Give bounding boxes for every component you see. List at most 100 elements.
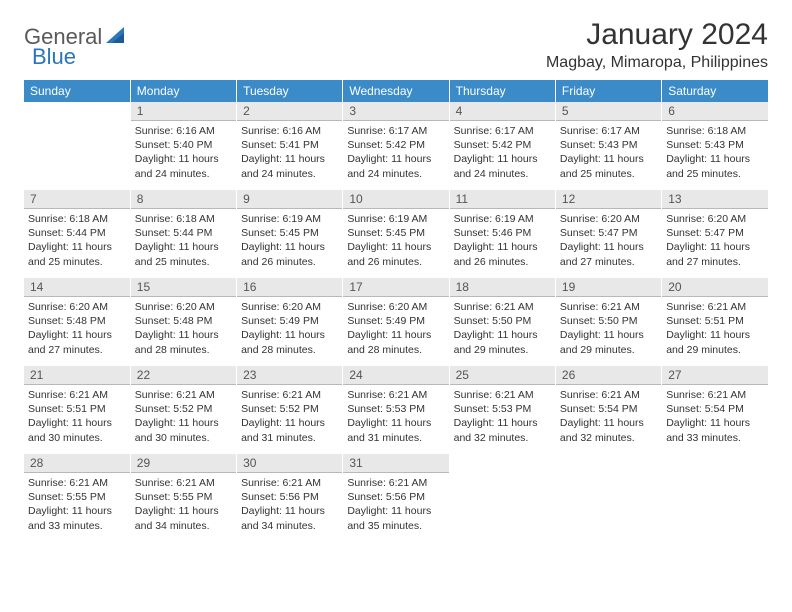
daylight-line: Daylight: 11 hours and 24 minutes. <box>135 153 219 179</box>
day-details: Sunrise: 6:17 AM Sunset: 5:43 PM Daylight:… <box>556 121 661 187</box>
sunset-line: Sunset: 5:52 PM <box>241 403 319 415</box>
sunset-line: Sunset: 5:42 PM <box>454 139 532 151</box>
weekday-header: Friday <box>555 80 661 102</box>
day-number: 28 <box>24 454 130 473</box>
sunrise-line: Sunrise: 6:21 AM <box>560 301 640 313</box>
daylight-line: Daylight: 11 hours and 31 minutes. <box>347 417 431 443</box>
sunrise-line: Sunrise: 6:21 AM <box>28 477 108 489</box>
sunset-line: Sunset: 5:48 PM <box>135 315 213 327</box>
day-number: 15 <box>131 278 236 297</box>
calendar-cell: 14Sunrise: 6:20 AMSunset: 5:48 PMDayligh… <box>24 278 130 366</box>
day-details: Sunrise: 6:21 AMSunset: 5:51 PMDaylight:… <box>662 297 768 363</box>
sunrise-line: Sunrise: 6:20 AM <box>135 301 215 313</box>
sunrise-line: Sunrise: 6:21 AM <box>28 389 108 401</box>
day-details: Sunrise: 6:19 AMSunset: 5:45 PMDaylight:… <box>343 209 448 275</box>
day-number: 24 <box>343 366 448 385</box>
sunset-line: Sunset: 5:54 PM <box>560 403 638 415</box>
page-title: January 2024 <box>546 18 768 52</box>
daylight-line: Daylight: 11 hours and 32 minutes. <box>454 417 538 443</box>
calendar-cell: 11Sunrise: 6:19 AMSunset: 5:46 PMDayligh… <box>449 190 555 278</box>
sunset-line: Sunset: 5:55 PM <box>135 491 213 503</box>
sunset-line: Sunset: 5:49 PM <box>241 315 319 327</box>
day-number: 23 <box>237 366 342 385</box>
day-details: Sunrise: 6:20 AMSunset: 5:47 PMDaylight:… <box>662 209 768 275</box>
day-details: Sunrise: 6:21 AMSunset: 5:56 PMDaylight:… <box>343 473 448 539</box>
day-details: Sunrise: 6:20 AM Sunset: 5:49 PM Daylight:… <box>237 297 342 363</box>
daylight-line: Daylight: 11 hours and 33 minutes. <box>28 505 112 531</box>
daylight-line: Daylight: 11 hours and 28 minutes. <box>347 329 431 355</box>
calendar-cell: .. <box>662 454 768 542</box>
sunset-line: Sunset: 5:50 PM <box>454 315 532 327</box>
daylight-line: Daylight: 11 hours and 28 minutes. <box>135 329 219 355</box>
daylight-line: Daylight: 11 hours and 25 minutes. <box>135 241 219 267</box>
day-number: 26 <box>556 366 661 385</box>
daylight-line: Daylight: 11 hours and 24 minutes. <box>347 153 431 179</box>
sunrise-line: Sunrise: 6:17 AM <box>560 125 640 137</box>
sunrise-line: Sunrise: 6:21 AM <box>666 389 746 401</box>
sunrise-line: Sunrise: 6:21 AM <box>241 389 321 401</box>
sunset-line: Sunset: 5:52 PM <box>135 403 213 415</box>
sunrise-line: Sunrise: 6:20 AM <box>28 301 108 313</box>
title-block: January 2024 Magbay, Mimaropa, Philippin… <box>546 18 768 72</box>
sunrise-line: Sunrise: 6:18 AM <box>135 213 215 225</box>
sunset-line: Sunset: 5:51 PM <box>666 315 744 327</box>
day-number: 4 <box>450 102 555 121</box>
calendar-header-row: SundayMondayTuesdayWednesdayThursdayFrid… <box>24 80 768 102</box>
sunrise-line: Sunrise: 6:16 AM <box>241 125 321 137</box>
sunset-line: Sunset: 5:43 PM <box>560 139 638 151</box>
calendar-cell: 19Sunrise: 6:21 AMSunset: 5:50 PMDayligh… <box>555 278 661 366</box>
day-details: Sunrise: 6:18 AMSunset: 5:44 PMDaylight:… <box>24 209 130 275</box>
day-number: 29 <box>131 454 236 473</box>
calendar-cell: 30 Sunrise: 6:21 AM Sunset: 5:56 PM Dayligh… <box>237 454 343 542</box>
location-text: Magbay, Mimaropa, Philippines <box>546 54 768 72</box>
calendar-cell: 24Sunrise: 6:21 AMSunset: 5:53 PMDayligh… <box>343 366 449 454</box>
sunset-line: Sunset: 5:41 PM <box>241 139 319 151</box>
calendar-row: ..1Sunrise: 6:16 AMSunset: 5:40 PMDaylig… <box>24 102 768 190</box>
calendar-row: 7Sunrise: 6:18 AMSunset: 5:44 PMDaylight… <box>24 190 768 278</box>
day-number: 18 <box>450 278 555 297</box>
calendar-cell: 5Sunrise: 6:17 AMSunset: 5:43 PMDaylight… <box>555 102 661 190</box>
sunrise-line: Sunrise: 6:19 AM <box>347 213 427 225</box>
calendar-cell: .. <box>449 454 555 542</box>
daylight-line: Daylight: 11 hours and 34 minutes. <box>241 505 325 531</box>
day-details: Sunrise: 6:21 AMSunset: 5:54 PMDaylight:… <box>556 385 661 451</box>
day-details: Sunrise: 6:16 AM Sunset: 5:41 PM Daylight:… <box>237 121 342 187</box>
sunrise-line: Sunrise: 6:21 AM <box>560 389 640 401</box>
sunset-line: Sunset: 5:43 PM <box>666 139 744 151</box>
sunrise-line: Sunrise: 6:18 AM <box>666 125 746 137</box>
sunrise-line: Sunrise: 6:21 AM <box>241 477 321 489</box>
calendar-cell: 25Sunrise: 6:21 AMSunset: 5:53 PMDayligh… <box>449 366 555 454</box>
day-details: Sunrise: 6:21 AMSunset: 5:54 PMDaylight:… <box>662 385 768 451</box>
day-number: 27 <box>662 366 768 385</box>
sunrise-line: Sunrise: 6:20 AM <box>347 301 427 313</box>
calendar-cell: 3Sunrise: 6:17 AMSunset: 5:42 PMDaylight… <box>343 102 449 190</box>
calendar-cell: 28Sunrise: 6:21 AMSunset: 5:55 PMDayligh… <box>24 454 130 542</box>
daylight-line: Daylight: 11 hours and 25 minutes. <box>560 153 644 179</box>
day-number: 6 <box>662 102 768 121</box>
day-details: Sunrise: 6:20 AMSunset: 5:48 PMDaylight:… <box>24 297 130 363</box>
calendar-cell: 31Sunrise: 6:21 AMSunset: 5:56 PMDayligh… <box>343 454 449 542</box>
day-details: Sunrise: 6:21 AMSunset: 5:53 PMDaylight:… <box>450 385 555 451</box>
day-details: Sunrise: 6:21 AMSunset: 5:52 PMDaylight:… <box>237 385 342 451</box>
sunrise-line: Sunrise: 6:21 AM <box>347 389 427 401</box>
day-number: 14 <box>24 278 130 297</box>
day-details: Sunrise: 6:20 AMSunset: 5:49 PMDaylight:… <box>343 297 448 363</box>
daylight-line: Daylight: 11 hours and 30 minutes. <box>135 417 219 443</box>
sunrise-line: Sunrise: 6:20 AM <box>241 301 321 313</box>
daylight-line: Daylight: 11 hours and 26 minutes. <box>454 241 538 267</box>
daylight-line: Daylight: 11 hours and 25 minutes. <box>28 241 112 267</box>
calendar-cell: 23Sunrise: 6:21 AMSunset: 5:52 PMDayligh… <box>237 366 343 454</box>
day-number: 7 <box>24 190 130 209</box>
day-number: 30 <box>237 454 342 473</box>
day-number: 8 <box>131 190 236 209</box>
logo-text-blue: Blue <box>32 44 76 70</box>
sunset-line: Sunset: 5:44 PM <box>135 227 213 239</box>
calendar-cell: .. <box>555 454 661 542</box>
daylight-line: Daylight: 11 hours and 24 minutes. <box>241 153 325 179</box>
day-number: 3 <box>343 102 448 121</box>
daylight-line: Daylight: 11 hours and 26 minutes. <box>347 241 431 267</box>
calendar-cell: 12Sunrise: 6:20 AMSunset: 5:47 PMDayligh… <box>555 190 661 278</box>
day-number: 9 <box>237 190 342 209</box>
sunset-line: Sunset: 5:56 PM <box>241 491 319 503</box>
daylight-line: Daylight: 11 hours and 28 minutes. <box>241 329 325 355</box>
